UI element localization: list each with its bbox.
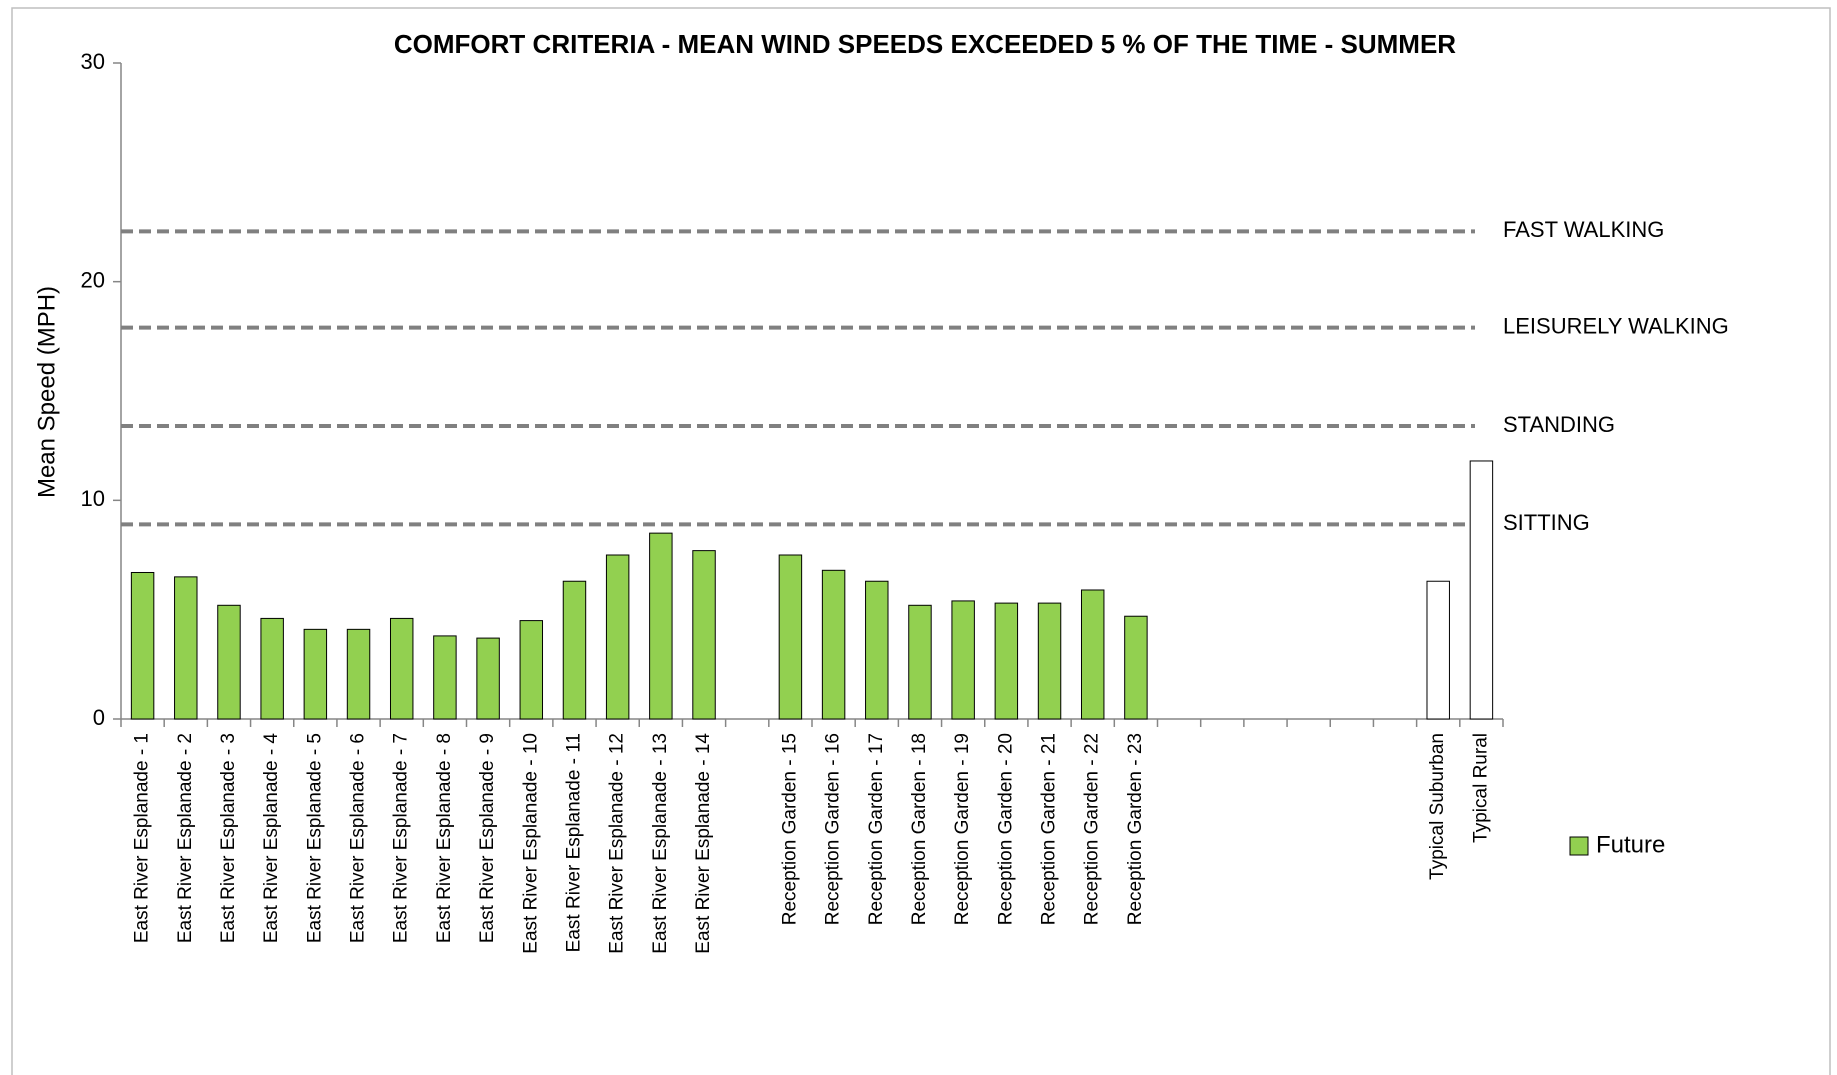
bar <box>908 604 932 720</box>
x-tick-label: Reception Garden - 19 <box>952 733 973 925</box>
x-tick-label: East River Esplanade - 10 <box>520 733 541 954</box>
y-axis-label: Mean Speed (MPH) <box>33 286 60 498</box>
bar <box>821 569 846 720</box>
bar <box>1426 580 1450 720</box>
reference-label: LEISURELY WALKING <box>1503 313 1729 338</box>
bar <box>130 571 155 720</box>
bar <box>346 628 371 720</box>
bar <box>865 580 889 720</box>
bar <box>1469 460 1494 720</box>
bar <box>778 554 803 720</box>
x-tick-label: East River Esplanade - 11 <box>563 733 584 952</box>
x-tick-label: Reception Garden - 22 <box>1082 733 1103 925</box>
x-tick-label: East River Esplanade - 4 <box>261 733 282 944</box>
x-tick-label: East River Esplanade - 13 <box>650 733 671 954</box>
bar <box>562 580 587 720</box>
y-tick-label: 0 <box>93 705 105 730</box>
x-tick-label: East River Esplanade - 8 <box>434 733 455 943</box>
y-tick-label: 30 <box>81 49 105 74</box>
bar <box>260 617 284 720</box>
x-tick-label: Reception Garden - 20 <box>995 733 1016 925</box>
bar <box>994 602 1019 720</box>
bar <box>303 628 328 720</box>
x-tick-label: East River Esplanade - 6 <box>348 733 369 943</box>
bar <box>951 600 975 720</box>
x-tick-label: East River Esplanade - 5 <box>304 733 325 943</box>
x-tick-label: Reception Garden - 23 <box>1125 733 1146 925</box>
chart-frame <box>11 7 1831 1075</box>
x-tick-label: East River Esplanade - 7 <box>391 733 412 943</box>
chart-title: COMFORT CRITERIA - MEAN WIND SPEEDS EXCE… <box>394 29 1456 59</box>
x-tick-label: Typical Rural <box>1470 733 1491 843</box>
x-tick-label: Reception Garden - 21 <box>1039 733 1060 925</box>
legend-swatch <box>1569 836 1589 856</box>
reference-label: STANDING <box>1503 412 1615 437</box>
bar <box>476 637 500 720</box>
bar <box>692 550 716 720</box>
x-tick-label: East River Esplanade - 2 <box>175 733 196 943</box>
x-tick-label: Reception Garden - 15 <box>779 733 800 925</box>
x-tick-label: East River Esplanade - 14 <box>693 733 714 954</box>
x-tick-label: East River Esplanade - 3 <box>218 733 239 943</box>
x-tick-label: East River Esplanade - 1 <box>132 733 153 943</box>
x-tick-label: Typical Suburban <box>1427 733 1448 880</box>
bar <box>1080 589 1105 720</box>
bar <box>605 554 630 720</box>
x-tick-label: East River Esplanade - 9 <box>477 733 498 943</box>
bar <box>1124 615 1148 720</box>
bar <box>1037 602 1062 720</box>
bar <box>433 635 457 720</box>
reference-label: SITTING <box>1503 510 1590 535</box>
bar <box>649 532 673 720</box>
reference-label: FAST WALKING <box>1503 217 1664 242</box>
legend-label: Future <box>1596 831 1665 858</box>
y-tick-label: 10 <box>81 486 105 511</box>
x-tick-label: East River Esplanade - 12 <box>607 733 628 954</box>
x-tick-label: Reception Garden - 16 <box>823 733 844 925</box>
x-tick-label: Reception Garden - 18 <box>909 733 930 925</box>
bar <box>174 576 198 720</box>
x-tick-label: Reception Garden - 17 <box>866 733 887 925</box>
bar <box>519 620 544 720</box>
y-tick-label: 20 <box>81 267 105 292</box>
bar <box>217 604 241 720</box>
bar <box>389 617 414 720</box>
